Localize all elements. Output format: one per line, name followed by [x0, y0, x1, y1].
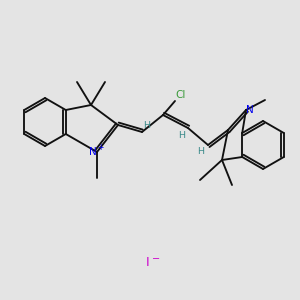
Text: Cl: Cl [176, 90, 186, 100]
Text: H: H [178, 130, 185, 140]
Text: +: + [97, 142, 103, 152]
Text: N: N [246, 105, 254, 115]
Text: N: N [89, 147, 97, 157]
Text: H: H [197, 146, 205, 155]
Text: H: H [143, 121, 151, 130]
Text: I: I [146, 256, 150, 268]
Text: −: − [152, 254, 160, 264]
